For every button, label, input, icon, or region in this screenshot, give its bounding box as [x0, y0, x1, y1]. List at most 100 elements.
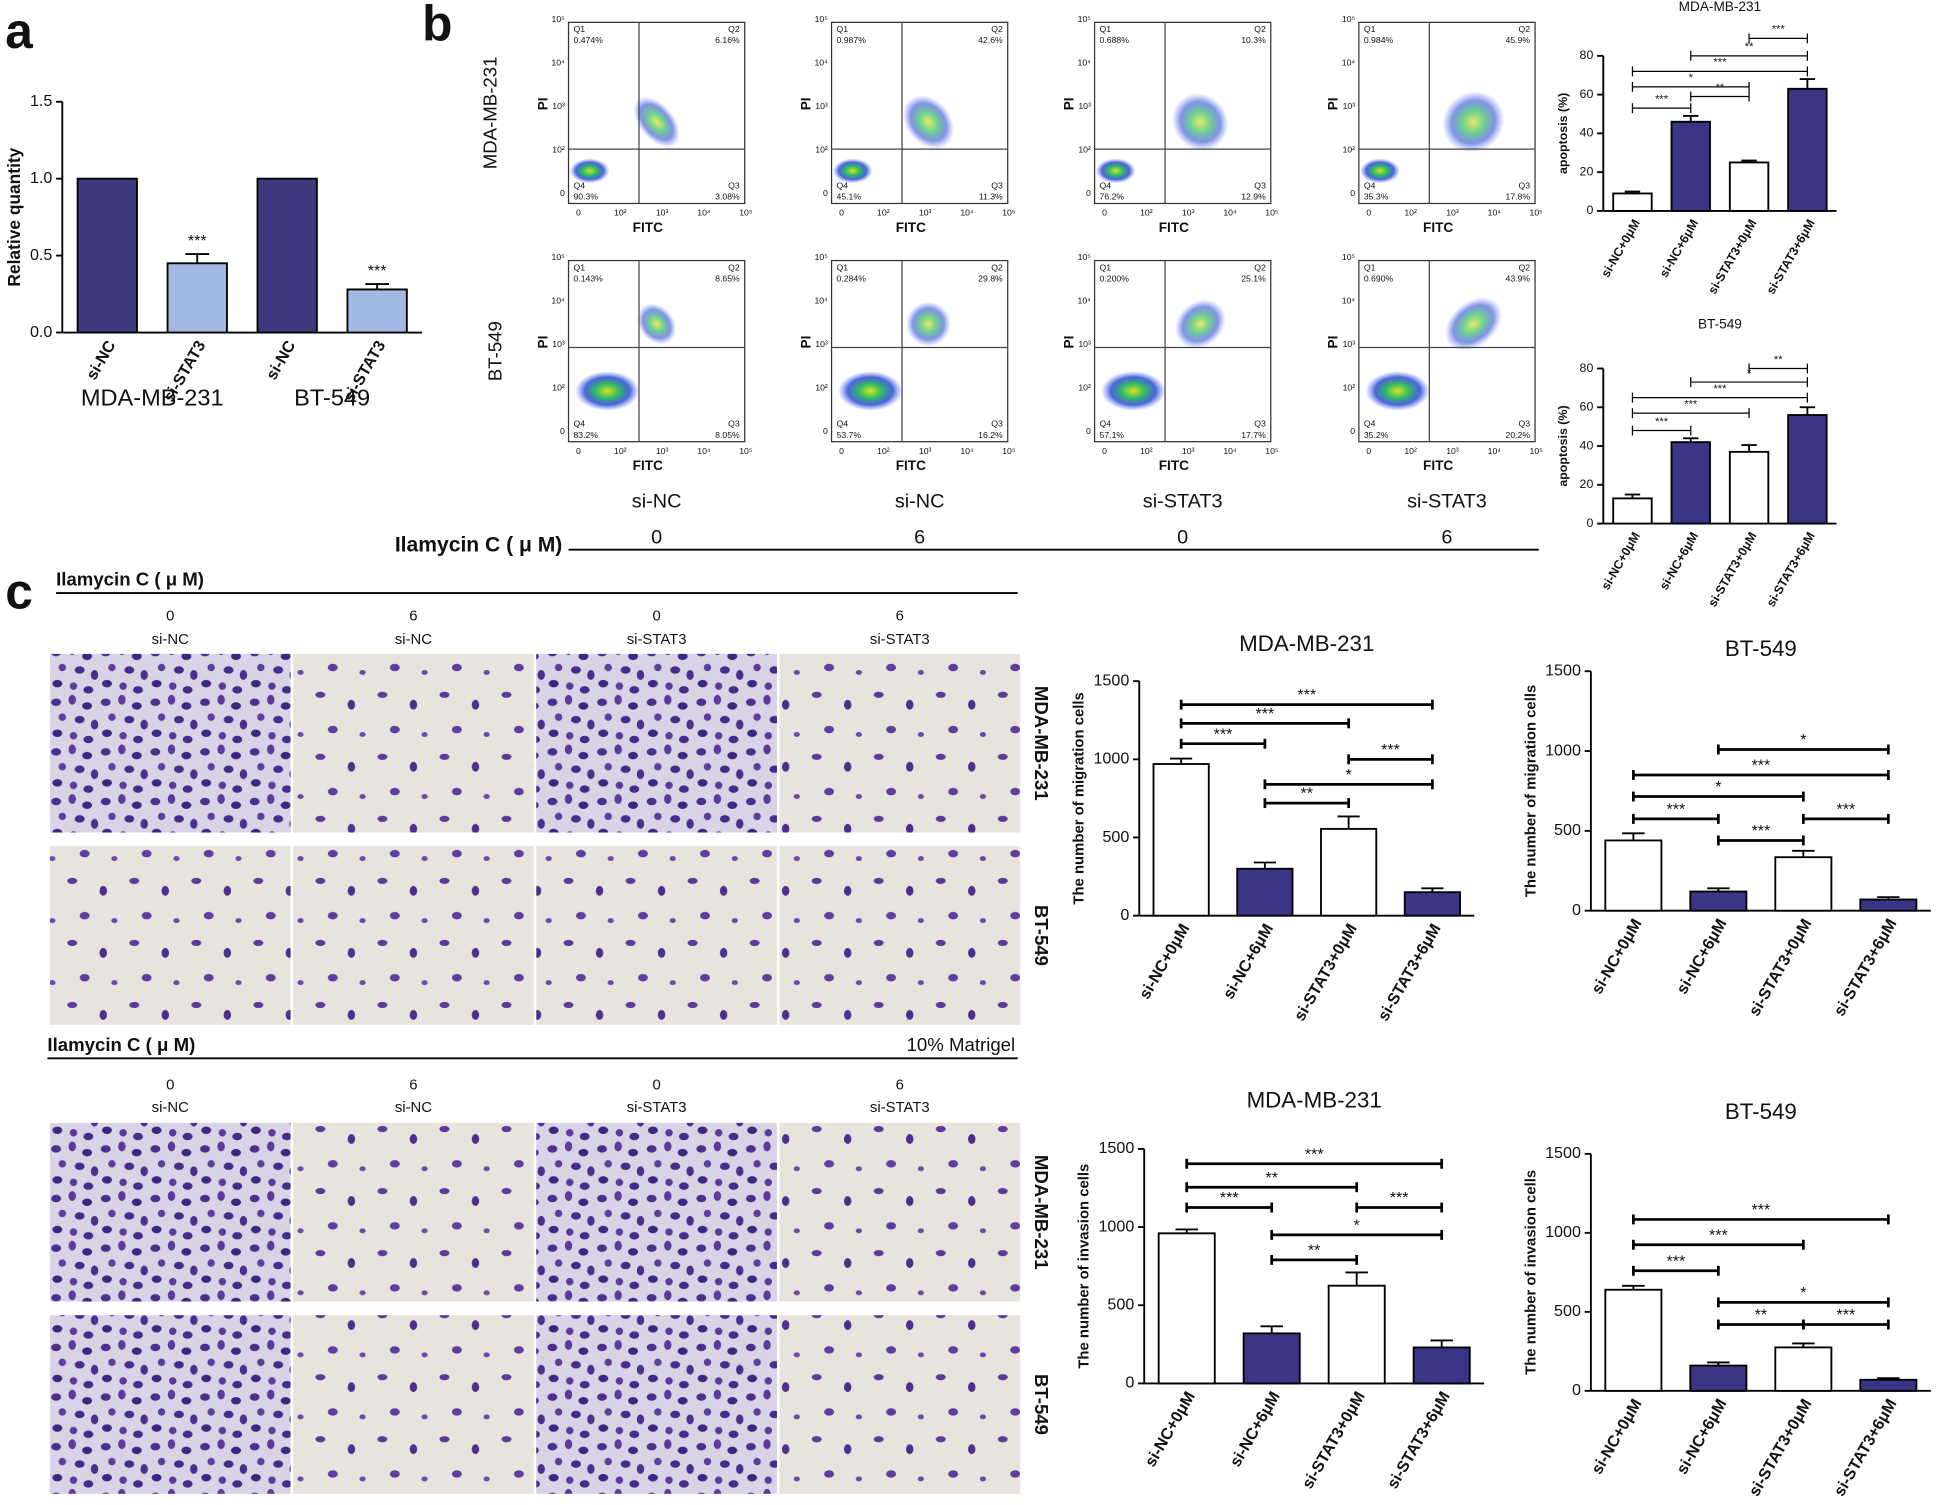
quadrant-name: Q3 [1519, 180, 1531, 190]
x-tick-label: si-STAT3+6μM [1384, 1388, 1454, 1491]
x-tick-label: 10⁵ [1002, 446, 1016, 456]
significance-label: ** [1745, 41, 1754, 53]
y-tick-label: 10⁴ [814, 296, 828, 306]
x-tick-label: si-STAT3+0μM [1745, 916, 1815, 1019]
y-tick-label: 10⁵ [1078, 14, 1092, 24]
panel-label: c [5, 564, 33, 620]
quadrant-name: Q2 [728, 24, 740, 34]
x-tick-label: si-NC+0μM [1141, 1388, 1198, 1470]
y-tick-label: 1.5 [30, 92, 52, 110]
bar [1412, 1346, 1471, 1385]
y-tick-label: 10³ [815, 101, 828, 111]
x-tick-label: 0 [576, 446, 581, 456]
y-axis-label: The number of migration cells [1072, 692, 1088, 904]
quadrant-percent: 10.3% [1241, 35, 1266, 45]
dose-label: 6 [409, 609, 417, 625]
quadrant-percent: 0.143% [573, 273, 603, 283]
significance-label: * [1715, 778, 1722, 796]
y-tick-label: 10³ [815, 339, 828, 349]
x-tick-label: 10⁵ [1530, 208, 1544, 218]
x-tick-label: si-NC+0μM [1588, 1396, 1645, 1478]
x-tick-label: 10² [1404, 208, 1417, 218]
x-tick-label: 10² [1140, 446, 1153, 456]
condition-label: si-STAT3 [1143, 491, 1223, 513]
y-tick-label: 0 [1125, 1374, 1134, 1392]
bar [1859, 898, 1918, 912]
significance-label: *** [1381, 741, 1401, 759]
dose-label: 0 [166, 1078, 174, 1094]
bar [1236, 867, 1294, 917]
micrograph [293, 1122, 534, 1302]
bar [1728, 450, 1770, 525]
x-tick-label: 10³ [1446, 446, 1459, 456]
micrograph [536, 653, 777, 833]
significance-label: * [1354, 1216, 1361, 1234]
bar [1774, 856, 1833, 912]
y-axis-label: apoptosis (%) [1556, 405, 1570, 486]
y-tick-label: 1000 [1093, 750, 1129, 768]
significance-label: *** [1214, 725, 1234, 743]
bar [1774, 1346, 1833, 1392]
x-axis-label: FITC [633, 458, 663, 473]
x-tick-label: 10² [877, 446, 890, 456]
quadrant-name: Q4 [1100, 419, 1112, 429]
x-tick-label: 0 [1366, 208, 1371, 218]
x-tick-label: si-NC+0μM [1599, 217, 1643, 280]
significance-label: *** [1655, 93, 1669, 105]
y-axis-label: apoptosis (%) [1556, 93, 1570, 174]
y-tick-label: 10³ [1343, 339, 1356, 349]
chart-title: MDA-MB-231 [1679, 0, 1762, 14]
x-tick-label: si-STAT3+0μM [1745, 1396, 1815, 1499]
quadrant-percent: 76.2% [1100, 192, 1125, 202]
x-tick-label: 10⁵ [1002, 208, 1016, 218]
condition-label: si-NC [632, 491, 682, 513]
significance-label: ** [1755, 1306, 1768, 1324]
quadrant-name: Q4 [1364, 180, 1376, 190]
bar [1604, 839, 1663, 912]
bar [1670, 441, 1711, 525]
significance-label: *** [1684, 398, 1698, 410]
micrograph [49, 653, 291, 833]
y-axis-label: The number of migration cells [1523, 685, 1539, 897]
density [1171, 93, 1229, 151]
y-tick-label: 20 [1580, 477, 1594, 491]
x-tick-label: 10⁴ [960, 208, 974, 218]
y-tick-label: 60 [1580, 400, 1594, 414]
quadrant-name: Q2 [1519, 24, 1531, 34]
y-tick-label: 10⁵ [552, 252, 566, 262]
significance-label: *** [1305, 1145, 1325, 1163]
density [1095, 158, 1136, 184]
bar [1320, 827, 1378, 917]
y-axis-label: Relative quantity [4, 147, 24, 286]
bar [1689, 1364, 1748, 1392]
x-tick-label: 10⁴ [1488, 208, 1502, 218]
significance-label: * [1800, 1284, 1807, 1302]
x-axis-label: FITC [1159, 220, 1189, 235]
micrograph [779, 846, 1021, 1025]
quadrant-percent: 90.3% [573, 192, 598, 202]
quadrant-percent: 0.474% [573, 35, 603, 45]
cell-line-label: MDA-MB-231 [1031, 686, 1052, 801]
y-tick-label: 0 [823, 426, 828, 436]
y-axis-label: The number of invasion cells [1523, 1170, 1539, 1375]
significance-label: *** [1297, 686, 1317, 704]
quadrant-percent: 43.9% [1505, 273, 1530, 283]
x-tick-label: 10³ [919, 446, 932, 456]
y-tick-label: 60 [1580, 87, 1594, 101]
y-tick-label: 10⁴ [1077, 296, 1091, 306]
condition-label: si-STAT3 [627, 1100, 687, 1116]
quadrant-percent: 25.1% [1241, 273, 1266, 283]
density [575, 371, 640, 411]
quadrant-name: Q3 [1254, 180, 1266, 190]
y-tick-label: 1000 [1545, 741, 1581, 759]
quadrant-name: Q3 [1519, 419, 1531, 429]
y-tick-label: 40 [1580, 126, 1594, 140]
micrograph [49, 846, 291, 1025]
y-tick-label: 10⁴ [1342, 57, 1356, 67]
significance-label: ** [1716, 82, 1725, 94]
y-tick-label: 10² [552, 383, 565, 393]
significance-label: *** [1220, 1189, 1240, 1207]
condition-label: si-STAT3 [870, 1100, 930, 1116]
quadrant-name: Q1 [1100, 262, 1112, 272]
y-tick-label: 10⁵ [815, 252, 829, 262]
